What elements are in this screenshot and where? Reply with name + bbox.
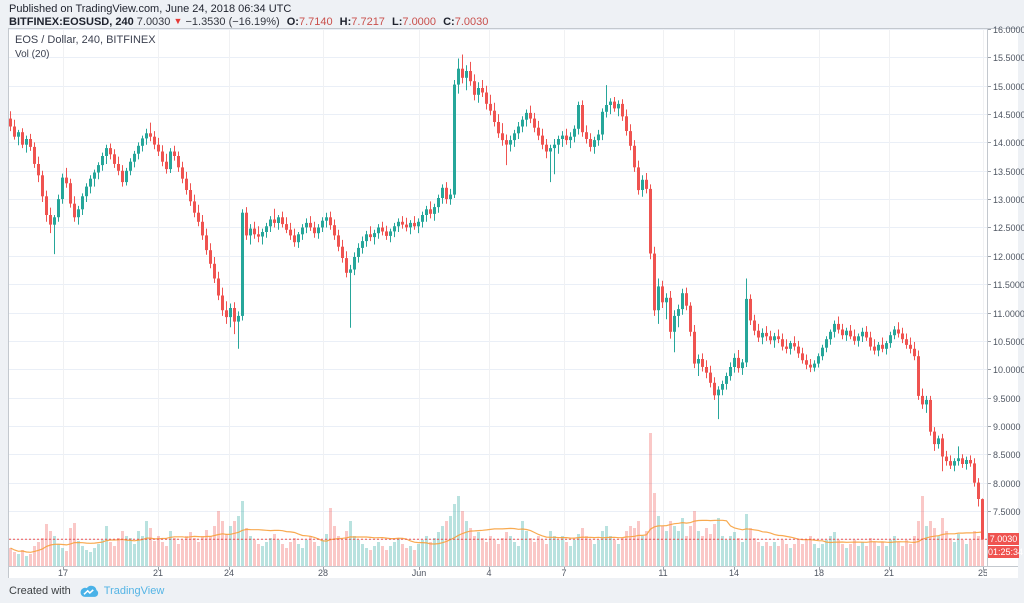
price-change: −1.3530 (−16.19%): [185, 16, 280, 28]
time-axis-label: 24: [223, 568, 235, 578]
price-axis-label: 15.0000: [993, 81, 1024, 92]
legend-symbol[interactable]: EOS / Dollar, 240, BITFINEX: [15, 34, 156, 46]
time-axis-label: 28: [317, 568, 329, 578]
price-axis-tick: [988, 483, 991, 484]
time-axis-tick: [158, 567, 159, 570]
close-label: C:: [443, 16, 455, 28]
time-axis-tick: [889, 567, 890, 570]
price-axis-label: 14.5000: [993, 110, 1024, 121]
price-axis-label: 16.0000: [993, 25, 1024, 35]
price-axis[interactable]: 7.0030 01:25:34 16.0000 15.5000 15.0000 14.…: [987, 25, 1024, 566]
down-triangle-icon: ▼: [173, 16, 183, 26]
time-axis-label: 7: [561, 568, 567, 578]
price-axis-label: 10.5000: [993, 336, 1024, 347]
price-axis-tick: [988, 454, 991, 455]
time-axis-tick: [419, 567, 420, 570]
price-axis-label: 8.5000: [993, 450, 1021, 461]
time-axis-label: 11: [658, 568, 668, 578]
price-axis-label: 7.5000: [993, 506, 1021, 517]
price-axis-tick: [988, 256, 991, 257]
time-axis-label: Jun: [411, 568, 427, 578]
price-axis-label: 15.5000: [993, 53, 1024, 64]
time-axis-label: 21: [152, 568, 164, 578]
high-label: H:: [339, 16, 352, 28]
price-axis-label: 8.0000: [993, 478, 1021, 489]
low-value: 7.0000: [402, 16, 437, 28]
price-axis-tick: [988, 313, 991, 314]
chart-legend: EOS / Dollar, 240, BITFINEX Vol (20): [15, 34, 156, 60]
open-value: 7.7140: [298, 16, 333, 28]
tradingview-brand-link[interactable]: TradingView: [103, 585, 165, 597]
candlestick-chart[interactable]: EOS / Dollar, 240, BITFINEX Vol (20): [9, 29, 987, 566]
price-axis-tick: [988, 426, 991, 427]
time-axis-label: 21: [883, 568, 895, 578]
bar-countdown-badge: 01:25:34: [988, 546, 1024, 559]
price-axis-label: 13.0000: [993, 195, 1024, 206]
time-axis-tick: [564, 567, 565, 570]
price-axis-label: 9.5000: [993, 393, 1021, 404]
symbol-status-line: BITFINEX:EOSUSD, 240 7.0030 ▼ −1.3530 (−…: [9, 15, 488, 28]
price-axis-tick: [988, 114, 991, 115]
high-value: 7.7217: [351, 16, 385, 28]
price-axis-label: 11.0000: [993, 308, 1024, 319]
price-axis-tick: [988, 511, 991, 512]
current-price-badge: 7.0030: [988, 533, 1019, 546]
legend-volume-indicator[interactable]: Vol (20): [15, 49, 50, 60]
published-line: Published on TradingView.com, June 24, 2…: [9, 3, 292, 15]
price-axis-tick: [988, 86, 991, 87]
time-axis-tick: [983, 567, 984, 570]
price-axis-tick: [988, 171, 991, 172]
price-axis-label: 13.5000: [993, 166, 1024, 177]
attribution-footer: Created with TradingView: [9, 583, 164, 599]
price-axis-tick: [988, 227, 991, 228]
time-axis-label: 17: [57, 568, 69, 578]
price-axis-tick: [988, 369, 991, 370]
price-axis-tick: [988, 341, 991, 342]
time-axis-tick: [819, 567, 820, 570]
time-axis-tick: [489, 567, 490, 570]
price-axis-tick: [988, 29, 991, 30]
low-label: L:: [392, 16, 403, 28]
time-axis-tick: [229, 567, 230, 570]
price-axis-tick: [988, 398, 991, 399]
chart-widget: EOS / Dollar, 240, BITFINEX Vol (20) 7.0…: [8, 25, 1024, 578]
price-axis-tick: [988, 142, 991, 143]
time-axis-tick: [663, 567, 664, 570]
time-axis-label: 25: [977, 568, 987, 578]
price-axis-tick: [988, 284, 991, 285]
price-axis-label: 10.0000: [993, 365, 1024, 376]
chart-canvas[interactable]: [9, 29, 987, 566]
price-axis-label: 12.5000: [993, 223, 1024, 234]
time-axis-tick: [63, 567, 64, 570]
price-axis-tick: [988, 57, 991, 58]
time-axis[interactable]: 17 21 24 28 Jun 4 7 11 14 18 21 25: [9, 566, 1018, 578]
time-axis-tick: [734, 567, 735, 570]
price-axis-tick: [988, 199, 991, 200]
time-axis-label: 4: [486, 568, 492, 578]
price-axis-label: 9.0000: [993, 421, 1021, 432]
created-with-label: Created with: [9, 585, 71, 597]
open-label: O:: [286, 16, 299, 28]
time-axis-label: 14: [728, 568, 740, 578]
last-price: 7.0030: [136, 16, 171, 28]
time-axis-label: 18: [813, 568, 825, 578]
symbol-name: BITFINEX:EOSUSD, 240: [9, 16, 134, 28]
price-axis-label: 14.0000: [993, 138, 1024, 149]
close-value: 7.0030: [454, 16, 489, 28]
price-axis-label: 12.0000: [993, 251, 1024, 262]
time-axis-tick: [323, 567, 324, 570]
price-axis-label: 11.5000: [993, 280, 1024, 291]
tradingview-cloud-logo-icon: [80, 585, 98, 597]
